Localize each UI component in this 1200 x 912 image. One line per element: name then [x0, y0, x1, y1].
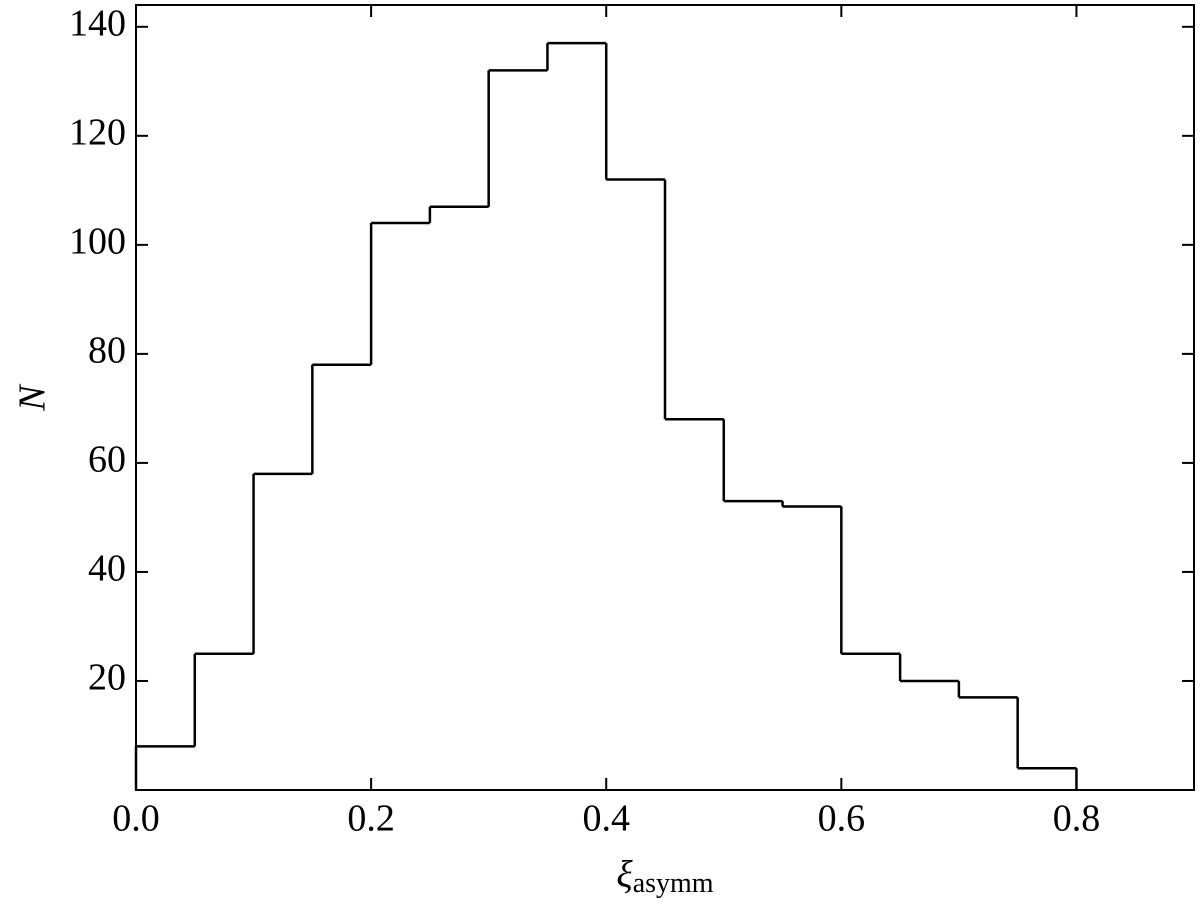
plot-frame	[135, 4, 1195, 791]
y-tick-label: 20	[88, 657, 126, 699]
y-tick-label: 80	[88, 330, 126, 372]
x-label-symbol: ξ	[616, 854, 633, 896]
y-axis-label: N	[12, 383, 54, 412]
y-tick-label: 120	[69, 112, 126, 154]
x-tick-label: 0.8	[1053, 798, 1101, 840]
x-tick-label: 0.2	[347, 798, 395, 840]
y-tick-label: 140	[69, 3, 126, 45]
y-tick-label: 60	[88, 439, 126, 481]
x-tick-label: 0.4	[582, 798, 630, 840]
x-tick-label: 0.0	[112, 798, 160, 840]
x-tick-label: 0.6	[818, 798, 866, 840]
y-tick-label: 100	[69, 221, 126, 263]
x-axis-label: ξasymm	[616, 854, 713, 900]
x-label-subscript: asymm	[633, 868, 714, 899]
y-tick-label: 40	[88, 548, 126, 590]
